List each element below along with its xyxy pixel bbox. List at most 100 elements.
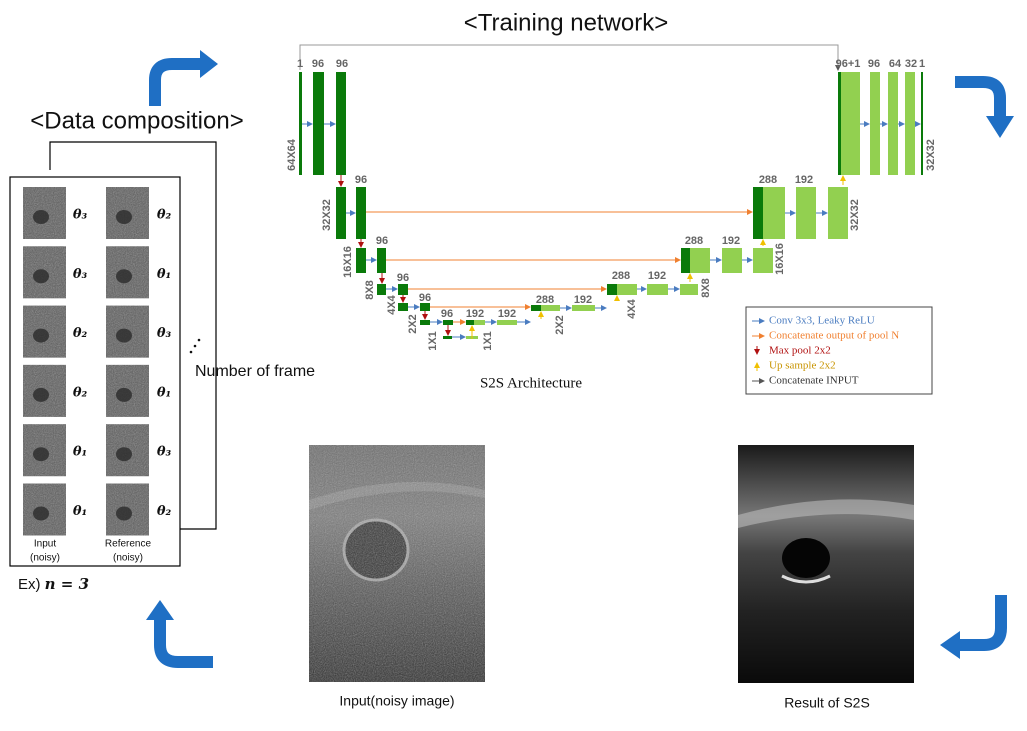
theta-label: θ₂	[73, 385, 88, 400]
feature-map	[905, 72, 915, 175]
cycle-arrowheads	[146, 50, 1014, 659]
network-caption: S2S Architecture	[480, 375, 582, 391]
channel-label: 192	[574, 294, 592, 306]
channel-label: 288	[685, 235, 703, 247]
frames: θ₃ θ₂ θ₃ θ₁ θ₂ θ₃ θ₂ θ₁ θ₁ θ₃ θ₁ θ₂	[23, 187, 171, 536]
feature-map	[617, 284, 637, 295]
size-label: 8X8	[364, 280, 376, 300]
feature-map	[377, 284, 386, 295]
channel-label: 96	[419, 292, 431, 304]
theta-label: θ₃	[157, 326, 172, 341]
feature-map	[841, 72, 860, 175]
feature-map	[681, 248, 690, 273]
channel-label: 96	[397, 272, 409, 284]
channel-label: 288	[536, 294, 554, 306]
feature-map	[377, 248, 386, 273]
channel-label: 96	[312, 58, 324, 70]
feature-map	[838, 72, 841, 175]
feature-map	[398, 303, 408, 311]
training-title: <Training network>	[464, 9, 669, 36]
input-image	[309, 445, 485, 682]
channel-label: 288	[759, 174, 777, 186]
channel-label: 288	[612, 270, 630, 282]
channel-label: 64	[889, 58, 902, 70]
feature-map	[572, 305, 595, 311]
feature-map	[336, 72, 346, 175]
thumbnail-lesion	[33, 269, 49, 284]
feature-map	[299, 72, 302, 175]
thumbnail-lesion	[116, 210, 132, 224]
channel-label: 192	[795, 174, 813, 186]
channel-label: 192	[466, 308, 484, 320]
theta-label: θ₂	[157, 208, 172, 223]
size-label: 64X64	[286, 138, 298, 171]
feature-map	[921, 72, 923, 175]
feature-map	[753, 248, 773, 273]
column-label: Reference	[105, 539, 152, 550]
size-label: 32X32	[321, 199, 333, 231]
size-label: 16X16	[774, 243, 786, 275]
size-label: 16X16	[342, 246, 354, 278]
theta-label: θ₁	[73, 504, 87, 519]
feature-map	[497, 320, 517, 325]
feature-map	[531, 305, 541, 311]
size-label: 1X1	[482, 331, 494, 351]
channel-label: 32	[905, 58, 917, 70]
size-label: 1X1	[427, 331, 439, 351]
legend-label: Max pool 2x2	[769, 345, 831, 357]
theta-label: θ₁	[157, 385, 171, 400]
size-label: 2X2	[407, 314, 419, 334]
size-label: 32X32	[849, 199, 861, 231]
thumbnail-lesion	[33, 210, 49, 224]
thumbnail-lesion	[116, 269, 132, 284]
feature-map	[796, 187, 816, 239]
input-caption: Input(noisy image)	[339, 693, 454, 709]
feature-map	[420, 320, 430, 325]
channel-label: 96	[441, 308, 453, 320]
feature-map	[763, 187, 785, 239]
thumbnail-lesion	[33, 506, 49, 521]
size-label: 8X8	[700, 278, 712, 298]
feature-map	[607, 284, 617, 295]
feature-map	[722, 248, 742, 273]
column-label: Input	[34, 539, 56, 550]
size-label: 4X4	[626, 298, 638, 318]
feature-map	[541, 305, 560, 311]
legend-label: Up sample 2x2	[769, 360, 836, 372]
channel-label: 96	[336, 58, 348, 70]
theta-label: θ₃	[73, 208, 88, 223]
theta-label: θ₁	[157, 267, 171, 282]
ellipsis	[189, 338, 201, 354]
feature-map	[420, 303, 430, 311]
feature-map	[398, 284, 408, 295]
channel-label: 192	[498, 308, 516, 320]
feature-map	[680, 284, 698, 295]
number-of-frame: Number of frame	[195, 363, 315, 380]
channel-label: 192	[722, 235, 740, 247]
example-prefix: Ex)	[18, 576, 41, 593]
feature-map	[313, 72, 324, 175]
legend-label: Concatenate INPUT	[769, 375, 859, 387]
legend: Conv 3x3, Leaky ReLU Concatenate output o…	[752, 315, 899, 387]
theta-label: θ₂	[73, 326, 88, 341]
thumbnail-lesion	[116, 447, 132, 462]
channel-label: 96+1	[836, 58, 861, 70]
legend-label: Concatenate output of pool N	[769, 330, 899, 342]
feature-map	[466, 320, 474, 325]
network: 1 96 96 96 96 96 96 96 192 192 288 192 288 192 288 192 2…	[286, 44, 937, 351]
channel-label: 96	[355, 174, 367, 186]
size-label: 2X2	[554, 315, 566, 335]
feature-map	[647, 284, 668, 295]
feature-map	[474, 320, 485, 325]
feature-map	[443, 320, 453, 325]
feature-map	[356, 187, 366, 239]
data-title: <Data composition>	[30, 107, 243, 134]
thumbnail-lesion	[33, 387, 49, 402]
legend-box	[745, 306, 933, 395]
example-formula: n = 3	[45, 575, 89, 593]
feature-map	[336, 187, 346, 239]
feature-map	[690, 248, 710, 273]
theta-label: θ₂	[157, 504, 172, 519]
channel-label: 96	[868, 58, 880, 70]
thumbnail-lesion	[33, 328, 49, 343]
